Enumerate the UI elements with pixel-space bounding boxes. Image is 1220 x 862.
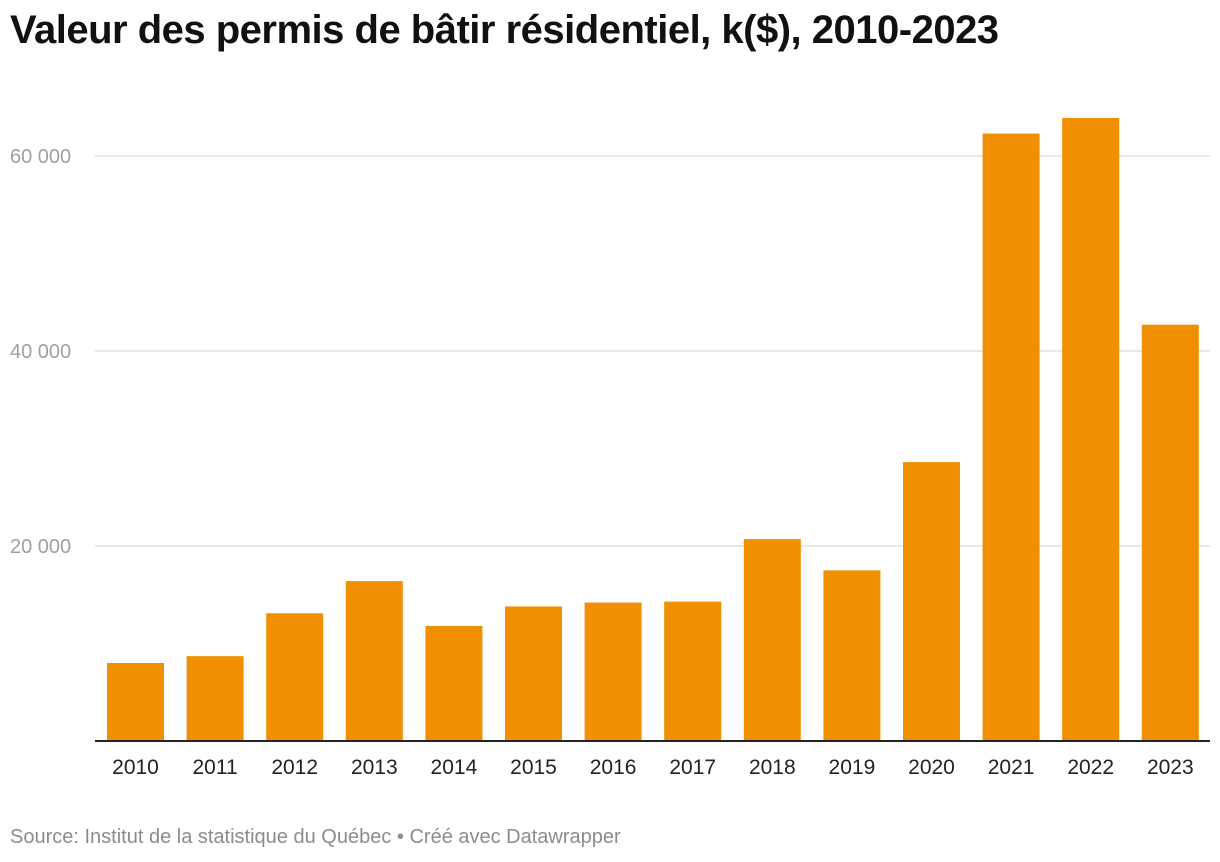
x-tick-label: 2023	[1147, 756, 1194, 779]
x-tick-label: 2011	[193, 756, 238, 779]
bar-2021	[982, 133, 1040, 741]
x-tick-label: 2014	[431, 756, 478, 779]
bar-2012	[266, 613, 324, 741]
x-tick-label: 2010	[112, 756, 159, 779]
source-text: Source: Institut de la statistique du Qu…	[10, 826, 392, 848]
x-tick-label: 2016	[590, 756, 637, 779]
bar-2011	[186, 656, 244, 741]
bar-2022	[1062, 117, 1120, 742]
gridlines: 20 000 40 000 60 000	[10, 146, 1210, 558]
x-tick-label: 2017	[669, 756, 716, 779]
y-tick-label: 60 000	[10, 146, 71, 168]
bars	[107, 117, 1199, 742]
bar-2015	[505, 606, 562, 741]
x-tick-label: 2013	[351, 756, 398, 779]
x-tick-label: 2020	[908, 756, 955, 779]
bar-2019	[823, 570, 881, 741]
footer-separator: •	[391, 826, 410, 848]
credit-text: Créé avec Datawrapper	[409, 826, 621, 848]
x-axis-labels: 2010 2011 2012 2013 2014 2015 2016 2017 2018 2019…	[112, 756, 1194, 779]
bar-2023	[1141, 324, 1199, 741]
bar-2016	[584, 602, 642, 741]
x-tick-label: 2022	[1067, 756, 1114, 779]
bar-2010	[107, 663, 164, 741]
x-tick-label: 2021	[988, 756, 1035, 779]
x-tick-label: 2012	[271, 756, 318, 779]
x-tick-label: 2015	[510, 756, 557, 779]
bar-2013	[345, 581, 403, 741]
x-tick-label: 2018	[749, 756, 796, 779]
x-tick-label: 2019	[829, 756, 876, 779]
bar-2018	[743, 539, 801, 741]
bar-2020	[903, 462, 960, 741]
bar-2014	[425, 625, 483, 741]
y-tick-label: 40 000	[10, 341, 71, 363]
bar-2017	[664, 601, 722, 741]
y-tick-label: 20 000	[10, 536, 71, 558]
chart-title: Valeur des permis de bâtir résidentiel, …	[10, 8, 999, 52]
footer: Source: Institut de la statistique du Qu…	[10, 826, 621, 849]
